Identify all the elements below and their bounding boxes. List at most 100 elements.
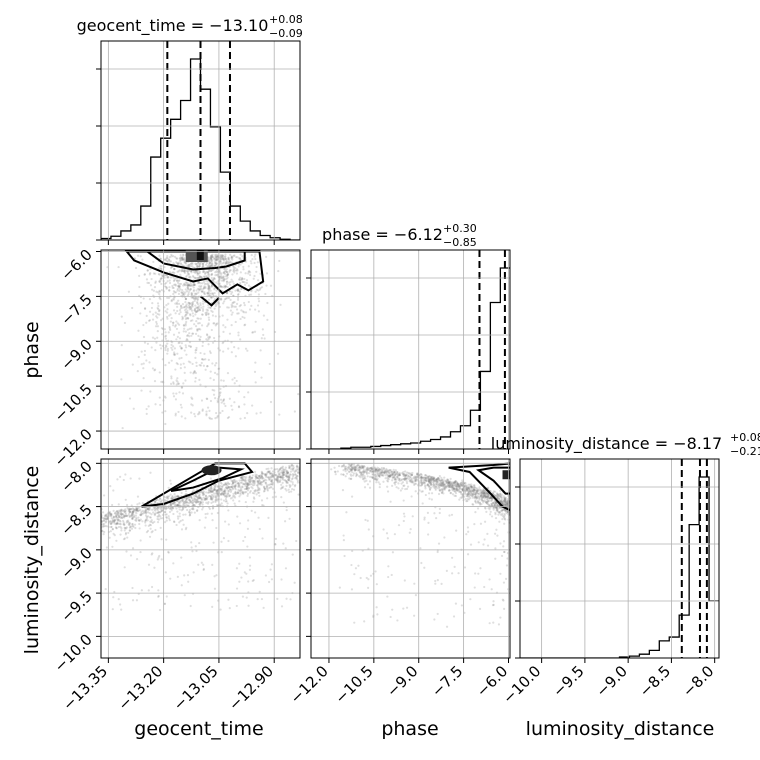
sample-point	[295, 468, 298, 471]
sample-point	[516, 506, 518, 508]
sample-point	[172, 292, 175, 296]
sample-point	[227, 415, 231, 419]
sample-point	[239, 491, 242, 495]
sample-point	[209, 255, 212, 258]
sample-point	[440, 476, 443, 479]
sample-point	[491, 497, 494, 500]
sample-point	[259, 483, 262, 486]
sample-point	[251, 484, 255, 487]
sample-point	[210, 490, 213, 493]
sample-point	[413, 614, 416, 617]
sample-point	[177, 292, 181, 295]
sample-point	[246, 484, 250, 487]
sample-point	[195, 319, 198, 323]
sample-point	[197, 265, 200, 268]
sample-point	[133, 515, 136, 518]
sample-point	[111, 608, 114, 611]
sample-point	[471, 492, 474, 496]
sample-point	[495, 503, 499, 506]
sample-point	[486, 495, 489, 498]
sample-point	[237, 482, 240, 485]
sample-point	[350, 468, 353, 471]
sample-point	[475, 488, 478, 492]
sample-point	[114, 523, 118, 526]
sample-point	[268, 478, 272, 481]
sample-point	[230, 278, 233, 281]
sample-point	[258, 488, 261, 491]
sample-point	[502, 545, 505, 548]
sample-point	[156, 312, 159, 316]
sample-point	[456, 481, 459, 484]
sample-point	[206, 309, 210, 312]
sample-point	[292, 467, 295, 471]
sample-point	[190, 292, 194, 295]
sample-point	[122, 538, 126, 541]
sample-point	[450, 482, 453, 485]
sample-point	[471, 493, 474, 497]
sample-point	[181, 508, 184, 511]
sample-point	[117, 512, 120, 515]
sample-point	[183, 284, 187, 287]
sample-point	[503, 513, 506, 516]
sample-point	[189, 284, 193, 287]
sample-point	[499, 494, 502, 497]
sample-point	[135, 508, 138, 512]
sample-point	[464, 488, 467, 491]
sample-point	[403, 515, 406, 518]
sample-point	[183, 349, 186, 352]
sample-point	[220, 379, 223, 382]
sample-point	[271, 474, 274, 477]
sample-point	[192, 290, 195, 293]
sample-point	[117, 516, 120, 519]
sample-point	[244, 480, 247, 483]
sample-point	[220, 487, 224, 490]
sample-point	[109, 485, 112, 488]
sample-point	[246, 482, 250, 486]
sample-point	[198, 270, 202, 273]
sample-point	[235, 604, 238, 608]
sample-point	[216, 273, 219, 276]
sample-point	[354, 468, 357, 471]
sample-point	[209, 289, 212, 292]
sample-point	[481, 496, 484, 499]
sample-point	[503, 550, 506, 554]
sample-point	[504, 503, 507, 506]
sample-point	[177, 299, 180, 302]
sample-point	[191, 504, 195, 507]
sample-point	[194, 415, 197, 418]
sample-point	[219, 254, 222, 257]
sample-point	[215, 270, 218, 273]
sample-point	[181, 303, 185, 306]
sample-point	[253, 261, 256, 265]
sample-point	[392, 476, 395, 479]
sample-point	[275, 476, 279, 479]
sample-point	[197, 322, 200, 325]
sample-point	[286, 471, 289, 474]
sample-point	[455, 485, 458, 488]
sample-point	[292, 464, 295, 468]
sample-point	[119, 509, 122, 512]
sample-point	[224, 486, 228, 489]
sample-point	[148, 508, 151, 511]
sample-point	[207, 259, 210, 263]
sample-point	[186, 264, 189, 267]
sample-point	[269, 472, 272, 475]
sample-point	[187, 504, 190, 507]
sample-point	[471, 503, 474, 506]
sample-point	[447, 481, 450, 485]
sample-point	[216, 373, 219, 376]
sample-point	[170, 343, 173, 347]
sample-point	[149, 471, 152, 474]
sample-point	[500, 496, 504, 499]
sample-point	[231, 291, 234, 294]
sample-point	[222, 483, 225, 486]
sample-point	[280, 578, 283, 581]
sample-point	[209, 417, 212, 420]
sample-point	[210, 273, 213, 276]
sample-point	[468, 487, 471, 490]
sample-point	[270, 479, 274, 482]
sample-point	[464, 486, 468, 489]
sample-point	[175, 338, 178, 341]
sample-point	[207, 306, 210, 309]
sample-point	[252, 578, 255, 582]
